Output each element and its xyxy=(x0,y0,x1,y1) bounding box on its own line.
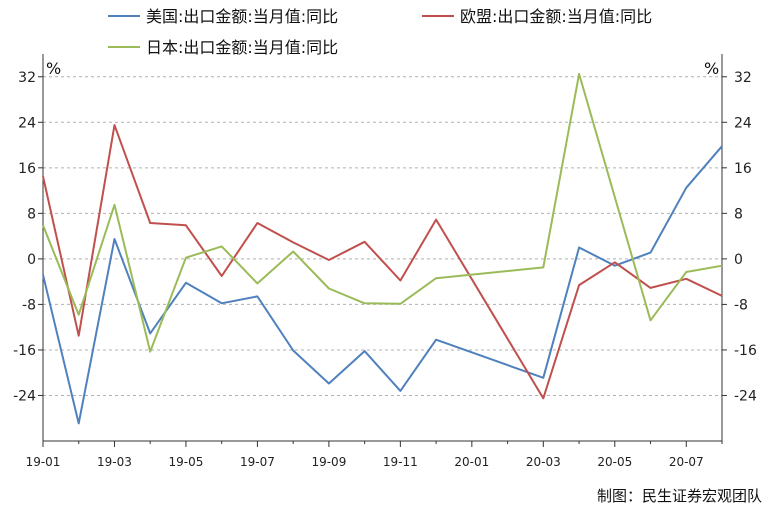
series-line-1 xyxy=(42,145,723,425)
right-tick-label--24: -24 xyxy=(734,388,757,404)
right-tick-label-16: 16 xyxy=(734,161,752,177)
x-tick-label-19-09: 19-09 xyxy=(311,455,346,469)
x-tick-label-20-01: 20-01 xyxy=(454,455,489,469)
right-tick-label-8: 8 xyxy=(734,206,743,222)
x-tick-label-19-05: 19-05 xyxy=(169,455,204,469)
series-line-2 xyxy=(42,124,723,400)
right-tick-label-32: 32 xyxy=(734,70,752,86)
right-tick-label-0: 0 xyxy=(734,252,743,268)
left-unit-label: % xyxy=(46,59,61,78)
left-tick-label-8: 8 xyxy=(27,206,36,222)
left-tick-label-0: 0 xyxy=(27,252,36,268)
source-credit: 制图：民生证券宏观团队 xyxy=(597,487,762,505)
left-tick-label--24: -24 xyxy=(13,388,36,404)
series-lines xyxy=(42,72,723,425)
axes xyxy=(42,54,723,442)
left-tick-label--8: -8 xyxy=(22,297,36,313)
legend-label-1: 美国:出口金额:当月值:同比 xyxy=(146,7,338,26)
x-tick-label-19-03: 19-03 xyxy=(97,455,132,469)
right-y-axis-ticks: 32 24 16 8 0 -8 -16 -24 xyxy=(722,70,757,404)
x-tick-label-19-07: 19-07 xyxy=(240,455,275,469)
left-tick-label--16: -16 xyxy=(13,343,36,359)
series-line-3 xyxy=(42,72,723,353)
right-tick-label-24: 24 xyxy=(734,115,752,131)
gridlines xyxy=(43,76,722,396)
right-unit-label: % xyxy=(704,59,719,78)
x-tick-label-20-07: 20-07 xyxy=(669,455,704,469)
left-tick-label-16: 16 xyxy=(18,161,36,177)
left-tick-label-32: 32 xyxy=(18,70,36,86)
right-tick-label--8: -8 xyxy=(734,297,748,313)
legend-label-2: 欧盟:出口金额:当月值:同比 xyxy=(460,7,652,26)
x-tick-label-19-11: 19-11 xyxy=(383,455,418,469)
x-tick-label-20-05: 20-05 xyxy=(597,455,632,469)
legend: 美国:出口金额:当月值:同比 欧盟:出口金额:当月值:同比日本:出口金额:当月值:… xyxy=(108,7,652,57)
left-tick-label-24: 24 xyxy=(18,115,36,131)
x-axis-ticks: 19-01 19-03 19-05 19-07 19-09 19-11 20-01 20-03… xyxy=(26,441,723,469)
left-y-axis-ticks: 32 24 16 8 0 -8 -16 -24 xyxy=(13,70,43,404)
right-tick-label--16: -16 xyxy=(734,343,757,359)
legend-label-3: 日本:出口金额:当月值:同比 xyxy=(146,38,338,57)
x-tick-label-19-01: 19-01 xyxy=(26,455,61,469)
x-tick-label-20-03: 20-03 xyxy=(526,455,561,469)
